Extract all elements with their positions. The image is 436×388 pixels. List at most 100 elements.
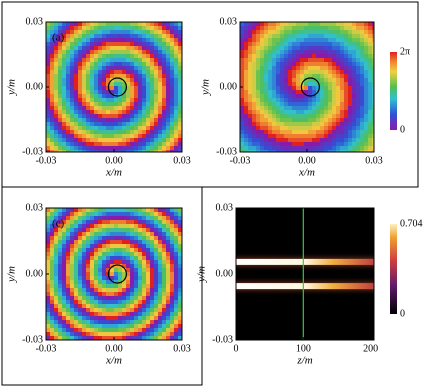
pixel — [134, 292, 138, 296]
pixel — [142, 244, 146, 248]
pixel — [118, 300, 122, 304]
panel-label: (c) — [52, 218, 65, 230]
pixel — [138, 78, 142, 82]
pixel — [98, 304, 102, 308]
pixel — [162, 118, 166, 122]
pixel — [252, 90, 256, 94]
pixel — [368, 86, 372, 90]
pixel — [154, 86, 158, 90]
pixel — [268, 58, 272, 62]
pixel — [174, 58, 178, 62]
pixel — [154, 228, 158, 232]
pixel — [90, 114, 94, 118]
pixel — [142, 300, 146, 304]
pixel — [170, 90, 174, 94]
pixel — [90, 240, 94, 244]
pixel — [110, 208, 114, 212]
pixel — [170, 216, 174, 220]
pixel — [344, 74, 348, 78]
x-axis-label: z/m — [296, 355, 312, 367]
pixel — [256, 122, 260, 126]
pixel — [46, 126, 50, 130]
pixel — [126, 296, 130, 300]
pixel — [320, 34, 324, 38]
pixel — [122, 288, 126, 292]
pixel — [46, 74, 50, 78]
pixel — [62, 300, 66, 304]
pixel — [74, 292, 78, 296]
pixel — [82, 46, 86, 50]
pixel — [288, 94, 292, 98]
pixel — [146, 22, 150, 26]
pixel — [114, 42, 118, 46]
pixel — [142, 312, 146, 316]
pixel — [106, 212, 110, 216]
pixel — [240, 122, 244, 126]
pixel — [78, 46, 82, 50]
pixel — [356, 118, 360, 122]
pixel — [146, 142, 150, 146]
pixel — [122, 38, 126, 42]
pixel — [336, 46, 340, 50]
pixel — [300, 34, 304, 38]
pixel — [162, 248, 166, 252]
pixel — [66, 82, 70, 86]
pixel — [248, 58, 252, 62]
pixel — [344, 130, 348, 134]
x-tick-label: 0.03 — [173, 155, 191, 166]
pixel — [78, 260, 82, 264]
pixel — [154, 304, 158, 308]
pixel — [134, 38, 138, 42]
y-tick-label: 0.03 — [26, 16, 44, 27]
pixel — [126, 118, 130, 122]
pixel — [50, 22, 54, 26]
pixel — [82, 134, 86, 138]
pixel — [98, 102, 102, 106]
pixel — [264, 22, 268, 26]
pixel — [66, 74, 70, 78]
pixel — [304, 86, 308, 90]
pixel — [324, 86, 328, 90]
pixel — [138, 240, 142, 244]
pixel — [162, 114, 166, 118]
pixel — [240, 114, 244, 118]
pixel — [130, 114, 134, 118]
pixel — [62, 106, 66, 110]
pixel — [280, 126, 284, 130]
pixel — [58, 332, 62, 336]
pixel — [66, 34, 70, 38]
pixel — [90, 304, 94, 308]
colorbar — [390, 224, 397, 314]
pixel — [158, 300, 162, 304]
pixel — [150, 212, 154, 216]
pixel — [106, 300, 110, 304]
pixel — [324, 30, 328, 34]
pixel — [114, 292, 118, 296]
pixel — [170, 224, 174, 228]
pixel — [62, 82, 66, 86]
pixel — [54, 256, 58, 260]
pixel — [320, 46, 324, 50]
pixel — [174, 320, 178, 324]
pixel — [90, 268, 94, 272]
pixel — [114, 300, 118, 304]
pixel — [98, 248, 102, 252]
colorbar-label: 0 — [400, 308, 405, 319]
pixel — [74, 296, 78, 300]
pixel — [90, 212, 94, 216]
pixel — [158, 70, 162, 74]
pixel — [118, 106, 122, 110]
pixel — [352, 86, 356, 90]
pixel — [130, 146, 134, 150]
pixel — [46, 216, 50, 220]
pixel — [70, 54, 74, 58]
pixel — [280, 42, 284, 46]
pixel — [174, 130, 178, 134]
pixel — [98, 54, 102, 58]
pixel — [248, 106, 252, 110]
pixel — [252, 138, 256, 142]
pixel — [74, 268, 78, 272]
pixel — [142, 276, 146, 280]
pixel — [58, 98, 62, 102]
pixel — [324, 54, 328, 58]
